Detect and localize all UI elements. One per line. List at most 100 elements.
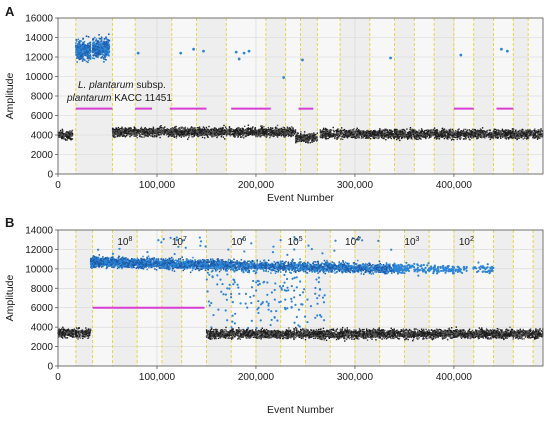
negative-droplet xyxy=(418,133,419,134)
negative-droplet xyxy=(506,134,507,135)
negative-droplet xyxy=(172,127,173,128)
negative-droplet xyxy=(150,135,151,136)
negative-droplet xyxy=(182,132,183,133)
negative-droplet xyxy=(117,129,118,130)
negative-droplet xyxy=(330,135,331,136)
negative-droplet xyxy=(225,126,226,127)
negative-droplet xyxy=(275,127,276,128)
negative-droplet xyxy=(288,133,289,134)
negative-droplet xyxy=(480,132,481,133)
negative-droplet xyxy=(444,128,445,129)
negative-droplet xyxy=(434,127,435,128)
negative-droplet xyxy=(538,135,539,136)
negative-droplet xyxy=(501,134,502,135)
negative-droplet xyxy=(226,128,227,129)
negative-droplet xyxy=(409,136,410,137)
negative-droplet xyxy=(528,132,529,133)
negative-droplet xyxy=(149,128,150,129)
negative-droplet xyxy=(468,138,469,139)
negative-droplet xyxy=(440,135,441,136)
negative-droplet xyxy=(207,133,208,134)
negative-droplet xyxy=(340,130,341,131)
negative-droplet xyxy=(114,129,115,130)
negative-droplet xyxy=(248,133,249,134)
negative-droplet xyxy=(300,139,301,140)
negative-droplet xyxy=(202,137,203,138)
negative-droplet xyxy=(207,137,208,138)
negative-droplet xyxy=(378,134,379,135)
negative-droplet xyxy=(530,132,531,133)
negative-droplet xyxy=(508,137,509,138)
negative-droplet xyxy=(438,134,439,135)
negative-droplet xyxy=(524,135,525,136)
negative-droplet xyxy=(514,133,515,134)
negative-droplet xyxy=(428,130,429,131)
negative-droplet xyxy=(146,128,147,129)
negative-droplet xyxy=(271,134,272,135)
negative-droplet xyxy=(515,135,516,136)
negative-droplet xyxy=(174,127,175,128)
negative-droplet xyxy=(316,140,317,141)
negative-droplet xyxy=(488,134,489,135)
negative-droplet xyxy=(368,138,369,139)
negative-droplet xyxy=(305,140,306,141)
negative-droplet xyxy=(119,130,120,131)
negative-droplet xyxy=(426,130,427,131)
negative-droplet xyxy=(533,137,534,138)
negative-droplet xyxy=(484,131,485,132)
negative-droplet xyxy=(506,130,507,131)
negative-droplet xyxy=(159,137,160,138)
negative-droplet xyxy=(276,133,277,134)
negative-droplet xyxy=(211,131,212,132)
negative-droplet xyxy=(437,138,438,139)
negative-droplet xyxy=(65,132,66,133)
negative-droplet xyxy=(299,136,300,137)
negative-droplet xyxy=(277,125,278,126)
negative-droplet xyxy=(62,130,63,131)
negative-droplet xyxy=(191,126,192,127)
negative-droplet xyxy=(263,126,264,127)
negative-droplet xyxy=(401,137,402,138)
negative-droplet xyxy=(500,130,501,131)
negative-droplet xyxy=(422,134,423,135)
negative-droplet xyxy=(320,129,321,130)
negative-droplet xyxy=(340,136,341,137)
negative-droplet xyxy=(229,128,230,129)
negative-droplet xyxy=(180,134,181,135)
negative-droplet xyxy=(522,132,523,133)
negative-droplet xyxy=(508,132,509,133)
negative-droplet xyxy=(468,132,469,133)
negative-droplet xyxy=(480,134,481,135)
negative-droplet xyxy=(404,137,405,138)
negative-droplet xyxy=(441,130,442,131)
negative-droplet xyxy=(220,128,221,129)
negative-droplet xyxy=(121,128,122,129)
negative-droplet xyxy=(461,133,462,134)
negative-droplet xyxy=(263,132,264,133)
negative-droplet xyxy=(297,133,298,134)
negative-droplet xyxy=(344,129,345,130)
negative-droplet xyxy=(176,133,177,134)
negative-droplet xyxy=(503,131,504,132)
negative-droplet xyxy=(377,138,378,139)
negative-droplet xyxy=(325,130,326,131)
negative-droplet xyxy=(137,137,138,138)
negative-droplet xyxy=(464,133,465,134)
negative-droplet xyxy=(159,126,160,127)
negative-droplet xyxy=(123,133,124,134)
negative-droplet xyxy=(523,138,524,139)
negative-droplet xyxy=(421,128,422,129)
negative-droplet xyxy=(411,137,412,138)
negative-droplet xyxy=(129,130,130,131)
negative-droplet xyxy=(338,136,339,137)
negative-droplet xyxy=(309,133,310,134)
negative-droplet xyxy=(62,129,63,130)
negative-droplet xyxy=(138,133,139,134)
negative-droplet xyxy=(229,127,230,128)
negative-droplet xyxy=(510,134,511,135)
negative-droplet xyxy=(281,128,282,129)
negative-droplet xyxy=(377,132,378,133)
negative-droplet xyxy=(334,136,335,137)
negative-droplet xyxy=(264,134,265,135)
negative-droplet xyxy=(416,131,417,132)
